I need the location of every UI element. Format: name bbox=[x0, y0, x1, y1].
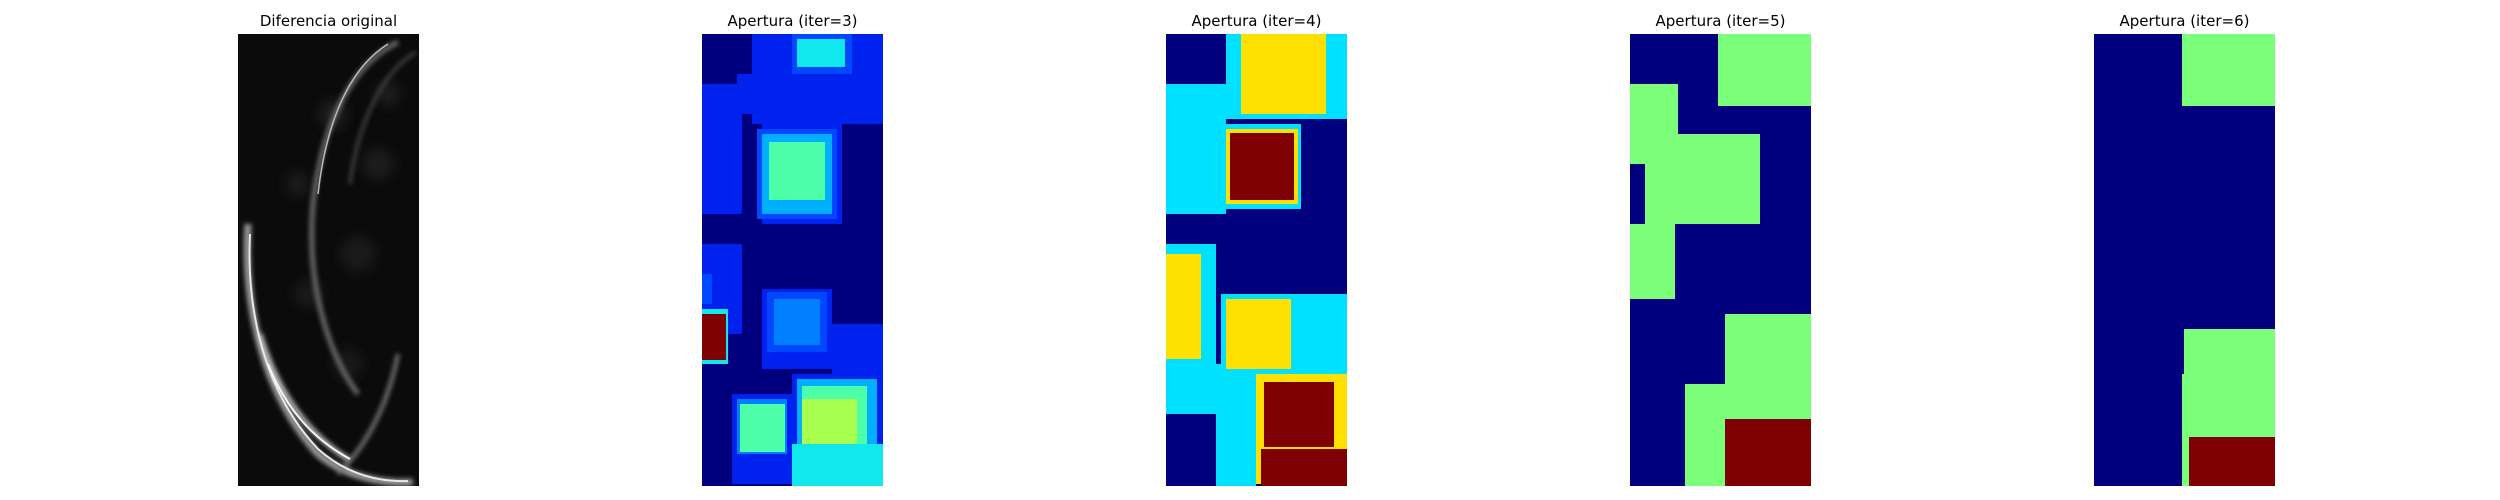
panel-apertura-iter-3: Apertura (iter=3) bbox=[702, 0, 883, 500]
panel-title: Diferencia original bbox=[259, 12, 398, 30]
jet-colormap-label-map bbox=[1630, 34, 1811, 486]
panel-title: Apertura (iter=5) bbox=[1655, 12, 1786, 30]
panel-apertura-iter-4: Apertura (iter=4) bbox=[1166, 0, 1347, 500]
panel-apertura-iter-6: Apertura (iter=6) bbox=[2094, 0, 2275, 500]
panel-title: Apertura (iter=3) bbox=[727, 12, 858, 30]
panel-title: Apertura (iter=6) bbox=[2119, 12, 2250, 30]
panel-diferencia-original: Diferencia original bbox=[238, 0, 419, 500]
jet-colormap-label-map bbox=[2094, 34, 2275, 486]
panel-title: Apertura (iter=4) bbox=[1191, 12, 1322, 30]
panel-apertura-iter-5: Apertura (iter=5) bbox=[1630, 0, 1811, 500]
grayscale-difference-image bbox=[238, 34, 419, 486]
jet-colormap-label-map bbox=[702, 34, 883, 486]
jet-colormap-label-map bbox=[1166, 34, 1347, 486]
